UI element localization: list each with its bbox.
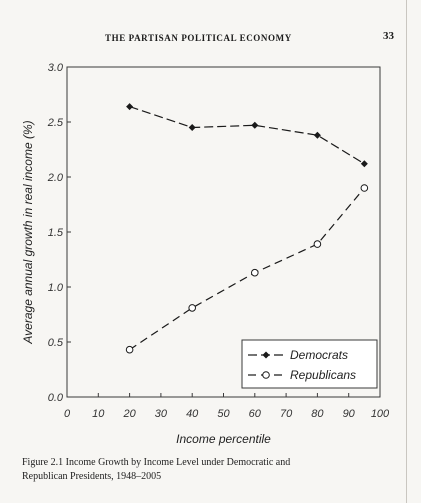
y-tick-label: 3.0	[48, 62, 64, 74]
democrats-point	[188, 124, 196, 131]
y-tick-label: 1.5	[48, 227, 64, 239]
democrats-point	[360, 160, 368, 168]
republicans-point	[188, 304, 196, 312]
legend-label: Democrats	[290, 348, 348, 362]
x-tick-label: 60	[249, 408, 262, 420]
republicans-point	[251, 268, 259, 277]
x-tick-label: 30	[155, 408, 168, 420]
x-tick-label: 40	[186, 408, 199, 420]
republicans-line	[129, 187, 365, 351]
legend-label: Republicans	[290, 368, 356, 382]
x-tick-label: 70	[280, 408, 293, 420]
figure-caption: Figure 2.1 Income Growth by Income Level…	[22, 456, 382, 484]
y-tick-label: 0.0	[48, 392, 64, 404]
page-edge	[406, 0, 407, 503]
democrats-point	[126, 103, 134, 111]
y-tick-label: 0.5	[48, 337, 64, 349]
y-tick-label: 2.0	[47, 172, 64, 184]
x-tick-label: 90	[343, 408, 356, 420]
x-tick-label: 50	[217, 408, 230, 420]
y-tick-label: 2.5	[47, 117, 64, 129]
republicans-point	[313, 240, 322, 248]
democrats-line	[129, 106, 365, 165]
x-tick-label: 80	[311, 408, 324, 420]
x-axis-title: Income percentile	[176, 432, 271, 446]
y-tick-label: 1.0	[48, 282, 64, 294]
running-head: THE PARTISAN POLITICAL ECONOMY	[105, 33, 292, 43]
legend-marker-circle	[262, 371, 270, 379]
caption-line-2: Republican Presidents, 1948–2005	[22, 471, 162, 482]
page-number: 33	[383, 30, 394, 42]
democrats-point	[313, 131, 321, 139]
x-tick-label: 10	[92, 408, 105, 420]
republicans-point	[125, 345, 134, 354]
y-axis-title: Average annual growth in real income (%)	[21, 120, 35, 344]
x-tick-label: 20	[122, 408, 136, 420]
legend-box	[241, 339, 378, 389]
republicans-point	[360, 184, 369, 192]
legend-marker-diamond	[262, 351, 270, 359]
democrats-point	[251, 121, 259, 129]
x-tick-label: 0	[64, 408, 71, 420]
caption-line-1: Figure 2.1 Income Growth by Income Level…	[22, 457, 291, 468]
x-tick-label: 100	[371, 408, 390, 420]
